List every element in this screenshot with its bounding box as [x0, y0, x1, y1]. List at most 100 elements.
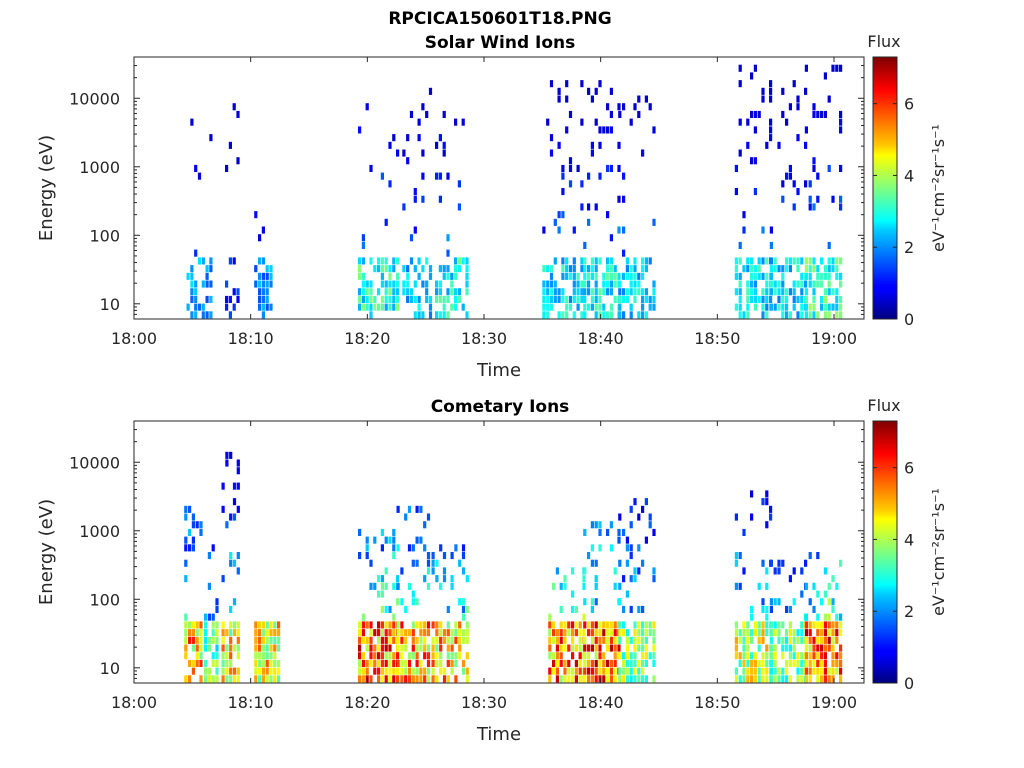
- flux-cell: [637, 636, 641, 644]
- flux-cell: [835, 295, 839, 303]
- flux-cell: [413, 188, 417, 196]
- flux-cell: [804, 180, 808, 188]
- flux-cell: [835, 636, 839, 644]
- flux-cell: [548, 644, 552, 652]
- flux-cell: [546, 295, 550, 303]
- flux-cell: [542, 226, 546, 234]
- flux-cell: [582, 575, 586, 583]
- flux-cell: [380, 621, 384, 629]
- flux-cell: [426, 644, 431, 652]
- flux-cell: [641, 272, 645, 280]
- flux-cell: [583, 272, 587, 280]
- flux-cell: [384, 536, 388, 544]
- flux-cell: [800, 303, 804, 311]
- flux-cell: [425, 288, 429, 296]
- flux-cell: [572, 265, 576, 273]
- flux-cell: [415, 652, 419, 660]
- flux-cell: [835, 621, 839, 629]
- x-tick-label: 18:30: [461, 693, 507, 712]
- flux-cell: [742, 675, 746, 683]
- flux-cell: [232, 675, 237, 683]
- flux-cell: [423, 575, 427, 583]
- flux-cell: [804, 280, 808, 288]
- flux-cell: [781, 621, 785, 629]
- flux-cell: [757, 659, 761, 667]
- flux-cell: [435, 295, 439, 303]
- flux-cell: [761, 559, 765, 567]
- flux-cell: [442, 667, 447, 675]
- flux-cell: [641, 659, 645, 667]
- flux-cell: [734, 559, 738, 567]
- flux-cell: [380, 590, 384, 598]
- flux-cell: [835, 582, 839, 590]
- flux-cell: [835, 288, 839, 296]
- flux-cell: [565, 295, 569, 303]
- flux-cell: [411, 636, 415, 644]
- flux-cell: [788, 605, 792, 613]
- flux-cell: [796, 629, 800, 637]
- flux-cell: [236, 629, 240, 637]
- flux-cell: [258, 621, 262, 629]
- flux-cell: [205, 311, 209, 319]
- flux-cell: [598, 295, 602, 303]
- flux-cell: [261, 644, 265, 652]
- plot-frame: [133, 56, 865, 320]
- flux-cell: [816, 265, 820, 273]
- flux-cell: [400, 659, 404, 667]
- flux-cell: [613, 629, 617, 637]
- flux-cell: [587, 172, 591, 180]
- flux-cell: [450, 644, 454, 652]
- flux-cell: [413, 295, 417, 303]
- flux-cell: [555, 667, 559, 675]
- flux-cell: [625, 652, 629, 660]
- flux-cell: [812, 288, 816, 296]
- flux-cell: [769, 265, 773, 273]
- flux-cell: [587, 265, 591, 273]
- flux-cell: [618, 295, 622, 303]
- flux-cell: [404, 605, 408, 613]
- flux-cell: [598, 257, 602, 265]
- flux-cell: [753, 295, 757, 303]
- flux-cell: [594, 644, 598, 652]
- flux-cell: [594, 636, 598, 644]
- flux-cell: [396, 636, 400, 644]
- flux-cell: [186, 303, 190, 311]
- flux-cell: [580, 118, 584, 126]
- flux-cell: [831, 644, 835, 652]
- flux-cell: [377, 629, 381, 637]
- flux-cell: [258, 636, 262, 644]
- flux-cell: [191, 536, 195, 544]
- flux-cell: [553, 280, 557, 288]
- flux-cell: [777, 280, 781, 288]
- flux-cell: [461, 613, 466, 621]
- flux-cell: [761, 498, 765, 506]
- flux-cell: [229, 559, 233, 567]
- flux-cell: [773, 667, 777, 675]
- flux-cell: [426, 559, 431, 567]
- flux-cell: [587, 272, 591, 280]
- flux-cell: [576, 164, 580, 172]
- flux-cell: [816, 280, 820, 288]
- flux-cell: [419, 675, 423, 683]
- flux-cell: [622, 629, 626, 637]
- flux-cell: [454, 675, 458, 683]
- flux-cell: [392, 536, 396, 544]
- flux-cell: [816, 272, 820, 280]
- colorbar-tick-label: 6: [904, 95, 914, 114]
- flux-cell: [765, 490, 769, 498]
- flux-cell: [622, 226, 626, 234]
- flux-cell: [199, 644, 203, 652]
- flux-cell: [232, 621, 237, 629]
- flux-cell: [365, 280, 369, 288]
- flux-cell: [777, 265, 781, 273]
- flux-cell: [423, 629, 427, 637]
- flux-cell: [796, 311, 800, 319]
- flux-cell: [796, 652, 800, 660]
- flux-cell: [590, 288, 594, 296]
- flux-cell: [583, 295, 587, 303]
- flux-cell: [201, 280, 205, 288]
- flux-cell: [361, 234, 365, 242]
- flux-cell: [633, 575, 637, 583]
- flux-cell: [609, 303, 613, 311]
